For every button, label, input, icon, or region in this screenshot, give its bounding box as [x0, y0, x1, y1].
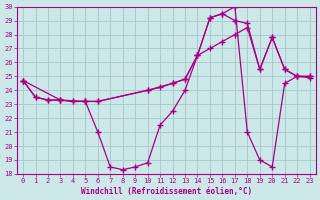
X-axis label: Windchill (Refroidissement éolien,°C): Windchill (Refroidissement éolien,°C) [81, 187, 252, 196]
